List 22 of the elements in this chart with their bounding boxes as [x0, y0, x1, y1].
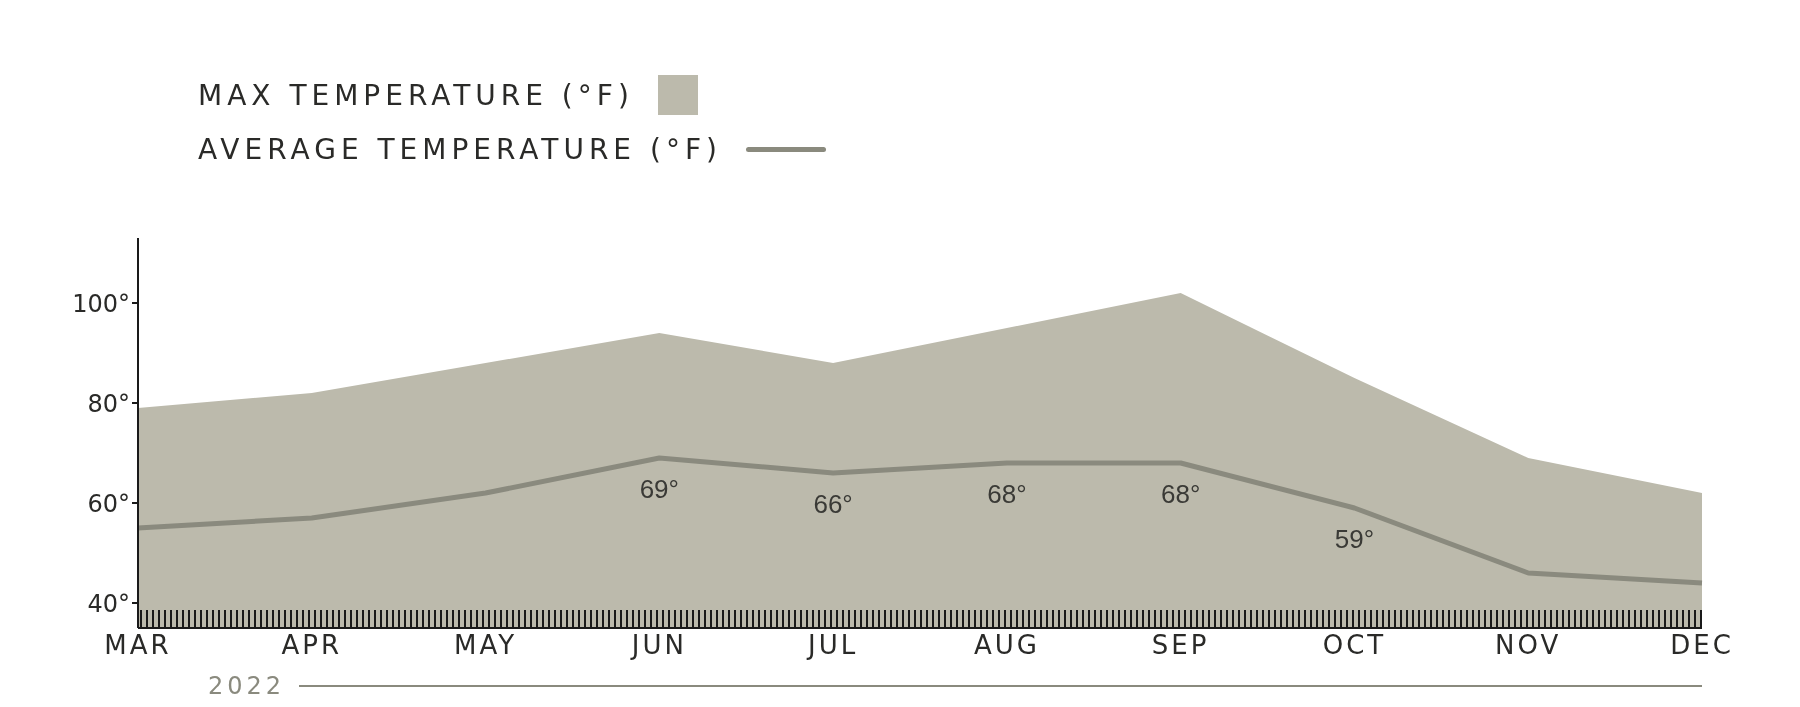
x-tick-label: APR: [281, 630, 343, 661]
data-label: 59°: [1334, 524, 1375, 554]
x-tick-label: SEP: [1151, 630, 1210, 661]
y-tick-label: 80°: [87, 389, 130, 418]
data-label: 66°: [813, 489, 853, 519]
legend-label: AVERAGE TEMPERATURE (°F): [198, 132, 722, 166]
data-label: 69°: [639, 474, 679, 504]
x-tick-label: OCT: [1322, 630, 1387, 661]
legend-label: MAX TEMPERATURE (°F): [198, 78, 634, 112]
x-tick-label: JUN: [629, 630, 687, 661]
x-tick-label: NOV: [1495, 630, 1562, 661]
y-tick-label: 100°: [72, 289, 130, 318]
text: 2022: [208, 672, 286, 700]
x-tick-label: JUL: [806, 630, 859, 661]
y-tick-label: 40°: [87, 589, 130, 618]
x-tick-label: MAY: [454, 630, 518, 661]
y-tick-label: 60°: [87, 489, 130, 518]
data-label: 68°: [987, 479, 1027, 509]
x-tick-label: AUG: [973, 630, 1040, 661]
x-tick-label: DEC: [1670, 630, 1734, 661]
data-label: 68°: [1161, 479, 1201, 509]
x-tick-label: MAR: [104, 630, 172, 661]
